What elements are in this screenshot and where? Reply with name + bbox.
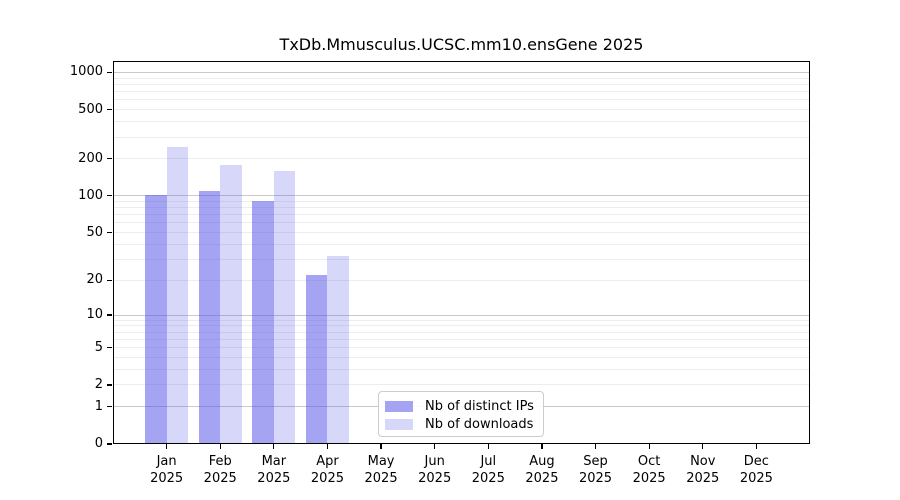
minor-gridline — [113, 109, 810, 111]
x-tick-oct — [648, 444, 650, 449]
x-tick-jan — [165, 444, 168, 449]
y-tick-label-20: 20 — [86, 272, 103, 288]
minor-gridline — [113, 279, 810, 281]
minor-gridline — [113, 91, 810, 93]
minor-gridline — [113, 384, 810, 386]
bar-downloads-mar — [273, 170, 296, 444]
minor-gridline — [113, 121, 810, 123]
y-tick-0 — [107, 443, 112, 445]
chart-title: TxDb.Mmusculus.UCSC.mm10.ensGene 2025 — [279, 35, 644, 54]
minor-gridline — [113, 368, 810, 370]
x-tick-nov — [702, 444, 704, 449]
y-tick-label-0: 0 — [94, 436, 103, 451]
minor-gridline — [113, 200, 810, 202]
x-tick-label-sep: Sep 2025 — [578, 454, 613, 486]
bar-distinct-ips-apr — [306, 275, 328, 444]
legend-label-downloads: Nb of downloads — [425, 416, 534, 432]
x-tick-label-jul: Jul 2025 — [471, 454, 505, 486]
x-tick-aug — [541, 444, 543, 449]
x-tick-apr — [326, 444, 329, 449]
minor-gridline — [113, 232, 810, 234]
y-tick-10 — [107, 314, 112, 316]
legend-label-distinct-ips: Nb of distinct IPs — [425, 398, 534, 414]
x-tick-dec — [755, 444, 758, 449]
minor-gridline — [113, 356, 810, 358]
legend-swatch-downloads — [385, 418, 413, 430]
bar-distinct-ips-feb — [198, 190, 221, 444]
y-tick-label-100: 100 — [78, 187, 103, 203]
x-tick-label-apr: Apr 2025 — [310, 454, 344, 486]
y-tick-2 — [107, 384, 112, 386]
minor-gridline — [113, 136, 810, 138]
y-tick-label-10: 10 — [86, 307, 103, 323]
x-tick-label-may: May 2025 — [364, 454, 398, 486]
legend-swatch-distinct-ips — [385, 400, 413, 412]
y-tick-200 — [107, 158, 112, 160]
y-tick-50 — [107, 231, 112, 234]
minor-gridline — [113, 338, 810, 340]
major-gridline — [113, 314, 810, 316]
x-tick-label-feb: Feb 2025 — [203, 454, 237, 486]
y-tick-20 — [107, 279, 112, 281]
bar-downloads-jan — [166, 146, 189, 444]
x-tick-jul — [487, 444, 489, 449]
x-tick-may — [380, 444, 382, 449]
y-tick-label-2: 2 — [94, 376, 103, 392]
minor-gridline — [113, 319, 810, 321]
x-tick-label-mar: Mar 2025 — [257, 454, 291, 486]
major-gridline — [113, 71, 810, 73]
y-tick-500 — [107, 109, 112, 111]
x-tick-label-oct: Oct 2025 — [632, 454, 666, 486]
x-tick-label-aug: Aug 2025 — [525, 454, 559, 486]
x-tick-label-dec: Dec 2025 — [739, 454, 773, 486]
minor-gridline — [113, 83, 810, 85]
x-tick-label-jan: Jan 2025 — [150, 454, 184, 486]
minor-gridline — [113, 158, 810, 160]
minor-gridline — [113, 325, 810, 327]
minor-gridline — [113, 258, 810, 260]
y-tick-label-1000: 1000 — [69, 64, 103, 80]
x-tick-jun — [434, 444, 436, 449]
y-tick-label-1: 1 — [94, 398, 103, 414]
y-tick-1 — [107, 406, 112, 408]
x-tick-label-jun: Jun 2025 — [418, 454, 452, 486]
y-tick-label-500: 500 — [78, 101, 103, 117]
x-tick-feb — [219, 444, 221, 449]
minor-gridline — [113, 99, 810, 101]
y-tick-label-50: 50 — [86, 224, 103, 240]
bar-distinct-ips-jan — [145, 194, 167, 444]
x-tick-mar — [273, 444, 275, 449]
minor-gridline — [113, 331, 810, 333]
legend: Nb of distinct IPs Nb of downloads — [378, 391, 544, 437]
x-tick-label-nov: Nov 2025 — [686, 454, 720, 486]
minor-gridline — [113, 347, 810, 349]
bar-downloads-apr — [327, 255, 349, 444]
y-tick-label-200: 200 — [78, 150, 103, 166]
legend-item-downloads: Nb of downloads — [385, 415, 535, 433]
minor-gridline — [113, 222, 810, 224]
plot-area: 0 1 2 5 10 20 50 100 200 500 1000 Jan 2025 Feb 2025… — [70, 61, 810, 486]
minor-gridline — [113, 243, 810, 245]
y-tick-1000 — [107, 71, 112, 74]
legend-item-distinct-ips: Nb of distinct IPs — [385, 397, 535, 415]
bar-distinct-ips-mar — [252, 200, 274, 444]
y-tick-5 — [107, 346, 112, 349]
y-tick-100 — [107, 195, 112, 197]
y-tick-label-5: 5 — [94, 339, 103, 355]
minor-gridline — [113, 214, 810, 216]
bar-downloads-feb — [220, 165, 242, 444]
x-tick-sep — [594, 444, 597, 449]
minor-gridline — [113, 77, 810, 79]
major-gridline — [113, 195, 810, 197]
minor-gridline — [113, 207, 810, 209]
